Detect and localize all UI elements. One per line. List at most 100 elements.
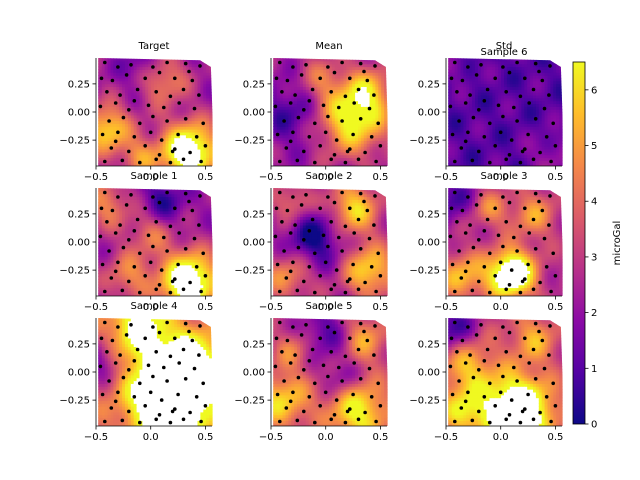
station-marker: [138, 381, 142, 386]
station-marker: [340, 60, 344, 65]
panel-1: −0.5 0.0 0.5 0.25 0.00 −0.25 Target: [59, 41, 213, 183]
colorbar-tick-label: 2: [591, 308, 597, 319]
station-marker: [351, 262, 355, 267]
x-tick-label: 0.0: [493, 432, 509, 443]
station-marker: [120, 158, 125, 163]
station-marker: [553, 274, 558, 278]
y-tick-label: 0.00: [418, 368, 440, 379]
station-marker: [120, 418, 125, 423]
station-marker: [151, 244, 155, 249]
station-marker: [343, 224, 348, 229]
station-marker: [538, 150, 542, 155]
station-marker: [453, 159, 457, 164]
station-marker: [455, 220, 459, 224]
y-tick-label: 0.00: [243, 108, 265, 119]
station-marker: [313, 251, 317, 256]
station-marker: [512, 105, 516, 110]
panel-7: −0.5 0.0 0.5 0.25 0.00 −0.25 Sample 4: [59, 301, 213, 443]
station-marker: [296, 115, 301, 120]
station-marker: [187, 199, 191, 204]
station-marker: [143, 144, 147, 148]
station-marker: [504, 287, 509, 292]
station-marker: [340, 119, 344, 123]
station-marker: [284, 146, 289, 150]
x-tick-label: 0.5: [197, 172, 213, 183]
station-marker: [103, 289, 107, 294]
station-marker: [332, 283, 337, 287]
station-marker: [151, 374, 155, 379]
station-marker: [151, 325, 155, 329]
station-marker: [148, 390, 153, 395]
station-marker: [332, 413, 337, 417]
station-marker: [118, 353, 122, 357]
y-tick-label: 0.25: [68, 209, 90, 220]
station-marker: [176, 392, 180, 397]
station-marker: [120, 288, 125, 293]
station-marker: [504, 90, 509, 94]
station-marker: [183, 321, 188, 326]
station-marker: [173, 277, 177, 281]
station-marker: [544, 265, 549, 269]
station-marker: [159, 398, 164, 402]
station-marker: [113, 269, 118, 274]
station-marker: [183, 377, 188, 381]
y-tick-label: 0.00: [418, 238, 440, 249]
station-marker: [548, 194, 552, 198]
station-marker: [321, 103, 326, 108]
station-marker: [299, 73, 304, 77]
station-marker: [173, 206, 177, 211]
station-marker: [463, 399, 468, 404]
station-marker: [340, 320, 344, 325]
station-marker: [170, 279, 175, 284]
station-marker: [548, 64, 552, 68]
station-marker: [116, 130, 120, 135]
station-marker: [358, 191, 363, 196]
y-tick-label: 0.25: [243, 209, 265, 220]
station-marker: [288, 101, 293, 105]
station-marker: [168, 354, 173, 359]
station-marker: [542, 106, 547, 111]
station-marker: [280, 350, 284, 354]
station-marker: [337, 365, 341, 370]
station-marker: [148, 260, 153, 265]
panel-title: Sample 3: [480, 171, 527, 182]
station-marker: [531, 417, 536, 422]
station-marker: [121, 375, 126, 380]
station-marker: [302, 238, 306, 242]
station-marker: [157, 70, 162, 75]
station-marker: [110, 78, 115, 83]
station-marker: [273, 104, 278, 109]
station-marker: [118, 93, 122, 97]
station-marker: [501, 244, 505, 249]
station-marker: [453, 320, 457, 325]
station-marker: [365, 78, 370, 83]
station-marker: [282, 119, 286, 123]
x-tick-label: 0.5: [547, 302, 563, 313]
station-marker: [363, 280, 367, 285]
y-tick-label: −0.25: [59, 136, 90, 147]
station-marker: [523, 147, 527, 151]
station-marker: [512, 365, 516, 370]
station-marker: [288, 399, 293, 404]
y-tick-label: 0.00: [418, 108, 440, 119]
station-marker: [273, 364, 278, 369]
station-marker: [466, 130, 470, 135]
station-marker: [474, 333, 479, 337]
station-marker: [143, 274, 147, 278]
station-marker: [332, 153, 337, 157]
station-marker: [291, 65, 295, 69]
station-marker: [449, 206, 454, 211]
station-marker: [291, 325, 295, 329]
station-marker: [372, 353, 376, 357]
station-marker: [326, 114, 330, 119]
station-marker: [531, 157, 536, 162]
station-marker: [518, 290, 523, 295]
station-marker: [468, 353, 472, 357]
station-marker: [515, 320, 519, 325]
station-marker: [138, 251, 142, 256]
station-marker: [348, 206, 352, 211]
station-marker: [307, 395, 312, 399]
station-marker: [515, 190, 519, 195]
station-marker: [124, 203, 129, 207]
y-tick-label: 0.00: [68, 368, 90, 379]
